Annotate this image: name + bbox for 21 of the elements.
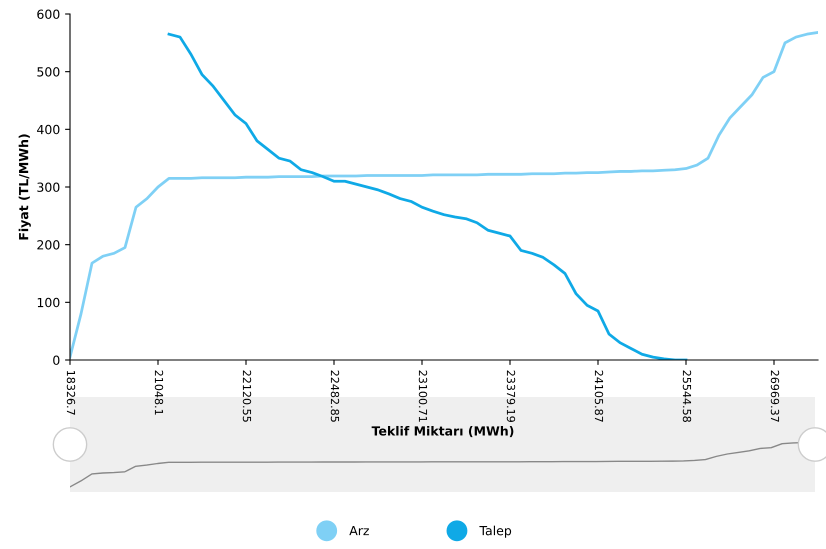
x-tick-label: 23100.71	[418, 370, 428, 422]
y-tick-label: 400	[37, 124, 60, 134]
x-tick-label: 22482.85	[330, 370, 340, 422]
y-tick-label: 0	[53, 355, 60, 365]
y-tick-label: 200	[37, 240, 60, 250]
x-axis-title: Teklif Miktarı (MWh)	[372, 426, 514, 438]
x-tick-label: 21048.1	[154, 370, 164, 415]
x-tick-label: 18326.7	[66, 370, 76, 415]
legend-label: Arz	[349, 526, 369, 536]
y-axis-title: Fiyat (TL/MWh)	[18, 134, 31, 240]
y-tick-label: 100	[38, 298, 60, 308]
x-tick-label: 24105.87	[594, 370, 604, 422]
legend-label: Talep	[479, 526, 512, 538]
y-tick-label: 600	[37, 9, 60, 19]
x-tick-label: 23379.19	[506, 370, 516, 422]
x-tick-label: 25544.58	[682, 370, 692, 422]
x-tick-label: 22120.55	[242, 370, 252, 422]
line-series	[168, 32, 688, 360]
y-tick-label: 500	[37, 67, 60, 77]
y-tick-label: 300	[37, 182, 60, 192]
x-tick-label: 26969.37	[770, 370, 780, 422]
